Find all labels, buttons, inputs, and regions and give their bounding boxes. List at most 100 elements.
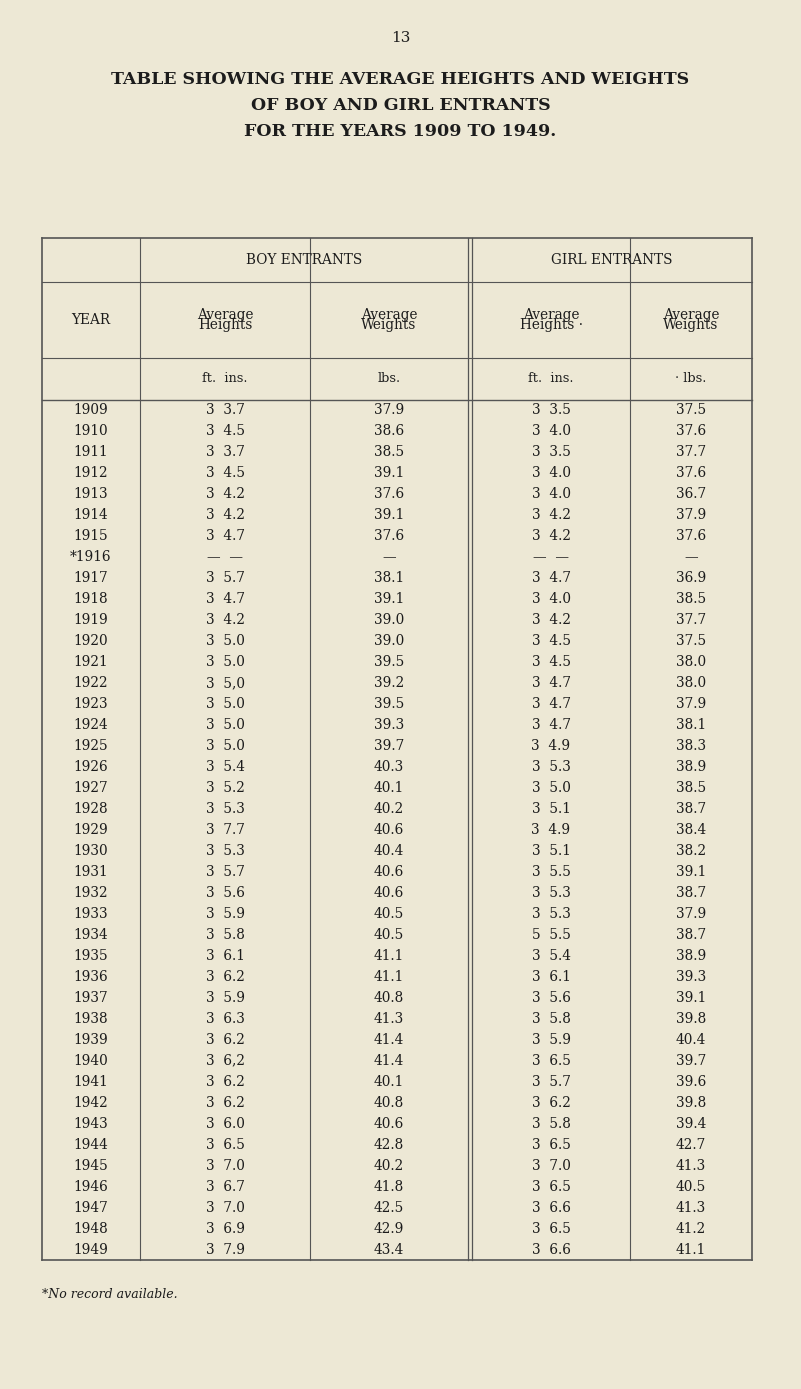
Text: 1939: 1939	[74, 1033, 108, 1047]
Text: Average: Average	[360, 308, 417, 322]
Text: 3  5.3: 3 5.3	[532, 907, 570, 921]
Text: 39.0: 39.0	[374, 614, 405, 628]
Text: 3  6,2: 3 6,2	[206, 1054, 244, 1068]
Text: 38.7: 38.7	[676, 801, 706, 815]
Text: 1947: 1947	[74, 1200, 108, 1214]
Text: 1946: 1946	[74, 1179, 108, 1193]
Text: 3  7.7: 3 7.7	[206, 824, 244, 838]
Text: 3  5.1: 3 5.1	[532, 845, 570, 858]
Text: 1925: 1925	[74, 739, 108, 753]
Text: 39.1: 39.1	[374, 508, 405, 522]
Text: 38.5: 38.5	[676, 781, 706, 795]
Text: 1923: 1923	[74, 697, 108, 711]
Text: 1911: 1911	[74, 446, 108, 460]
Text: 36.9: 36.9	[676, 571, 706, 585]
Text: 3  3.7: 3 3.7	[206, 446, 244, 460]
Text: 3  5.0: 3 5.0	[206, 739, 244, 753]
Text: 3  6.2: 3 6.2	[206, 970, 244, 983]
Text: 39.7: 39.7	[374, 739, 405, 753]
Text: 1940: 1940	[74, 1054, 108, 1068]
Text: 41.4: 41.4	[374, 1054, 405, 1068]
Text: 1945: 1945	[74, 1158, 108, 1172]
Text: 1926: 1926	[74, 760, 108, 774]
Text: 3  4.7: 3 4.7	[532, 571, 570, 585]
Text: Weights: Weights	[361, 318, 417, 332]
Text: 39.7: 39.7	[676, 1054, 706, 1068]
Text: 3  6.2: 3 6.2	[532, 1096, 570, 1110]
Text: 1909: 1909	[74, 403, 108, 418]
Text: 38.1: 38.1	[676, 718, 706, 732]
Text: 1930: 1930	[74, 845, 108, 858]
Text: 42.5: 42.5	[374, 1200, 405, 1214]
Text: 3  4.7: 3 4.7	[206, 592, 244, 606]
Text: 3  6.0: 3 6.0	[206, 1117, 244, 1131]
Text: 3  4.5: 3 4.5	[532, 635, 570, 649]
Text: 3  5.3: 3 5.3	[532, 760, 570, 774]
Text: 3  4.0: 3 4.0	[532, 467, 570, 481]
Text: 3  6.2: 3 6.2	[206, 1033, 244, 1047]
Text: 3  4.2: 3 4.2	[206, 508, 244, 522]
Text: 41.2: 41.2	[676, 1221, 706, 1236]
Text: 3  6.9: 3 6.9	[206, 1221, 244, 1236]
Text: 40.3: 40.3	[374, 760, 405, 774]
Text: 1935: 1935	[74, 949, 108, 963]
Text: 39.1: 39.1	[676, 990, 706, 1004]
Text: 3  6.6: 3 6.6	[532, 1243, 570, 1257]
Text: 40.6: 40.6	[374, 824, 405, 838]
Text: OF BOY AND GIRL ENTRANTS: OF BOY AND GIRL ENTRANTS	[251, 97, 550, 114]
Text: 40.2: 40.2	[374, 801, 405, 815]
Text: 3  5.4: 3 5.4	[206, 760, 244, 774]
Text: 3  4.0: 3 4.0	[532, 425, 570, 439]
Text: 3  3.5: 3 3.5	[532, 446, 570, 460]
Text: 38.7: 38.7	[676, 886, 706, 900]
Text: 3  5.0: 3 5.0	[532, 781, 570, 795]
Text: 42.9: 42.9	[374, 1221, 405, 1236]
Text: 41.1: 41.1	[676, 1243, 706, 1257]
Text: 43.4: 43.4	[374, 1243, 405, 1257]
Text: 5  5.5: 5 5.5	[532, 928, 570, 942]
Text: 1913: 1913	[74, 488, 108, 501]
Text: 3  5.7: 3 5.7	[206, 571, 244, 585]
Text: 38.5: 38.5	[374, 446, 404, 460]
Text: 3  3.7: 3 3.7	[206, 403, 244, 418]
Text: 40.6: 40.6	[374, 886, 405, 900]
Text: 38.4: 38.4	[676, 824, 706, 838]
Text: 3  5.0: 3 5.0	[206, 697, 244, 711]
Text: 1938: 1938	[74, 1011, 108, 1026]
Text: 38.6: 38.6	[374, 425, 404, 439]
Text: 38.1: 38.1	[374, 571, 404, 585]
Text: 3  4.5: 3 4.5	[532, 656, 570, 669]
Text: 3  6.6: 3 6.6	[532, 1200, 570, 1214]
Text: 3  4.2: 3 4.2	[532, 508, 570, 522]
Text: 3  6.5: 3 6.5	[532, 1221, 570, 1236]
Text: 39.4: 39.4	[676, 1117, 706, 1131]
Text: 37.7: 37.7	[676, 614, 706, 628]
Text: 3  7.0: 3 7.0	[532, 1158, 570, 1172]
Text: 37.7: 37.7	[676, 446, 706, 460]
Text: —: —	[382, 550, 396, 564]
Text: 1932: 1932	[74, 886, 108, 900]
Text: 1948: 1948	[74, 1221, 108, 1236]
Text: 3  6.1: 3 6.1	[206, 949, 244, 963]
Text: ft.  ins.: ft. ins.	[202, 372, 248, 386]
Text: 3  6.5: 3 6.5	[532, 1179, 570, 1193]
Text: Heights ·: Heights ·	[520, 318, 582, 332]
Text: 3  5.6: 3 5.6	[532, 990, 570, 1004]
Text: 38.3: 38.3	[676, 739, 706, 753]
Text: 3  5.8: 3 5.8	[532, 1011, 570, 1026]
Text: 38.7: 38.7	[676, 928, 706, 942]
Text: 40.5: 40.5	[676, 1179, 706, 1193]
Text: 3  4.0: 3 4.0	[532, 488, 570, 501]
Text: 1942: 1942	[74, 1096, 108, 1110]
Text: 13: 13	[391, 31, 410, 44]
Text: 3  5.3: 3 5.3	[206, 801, 244, 815]
Text: 1910: 1910	[74, 425, 108, 439]
Text: 40.6: 40.6	[374, 1117, 405, 1131]
Text: 41.3: 41.3	[374, 1011, 405, 1026]
Text: 40.4: 40.4	[676, 1033, 706, 1047]
Text: 3  7.0: 3 7.0	[206, 1200, 244, 1214]
Text: 3  5.0: 3 5.0	[206, 718, 244, 732]
Text: 3  4.7: 3 4.7	[532, 697, 570, 711]
Text: 1933: 1933	[74, 907, 108, 921]
Text: 3  5.3: 3 5.3	[206, 845, 244, 858]
